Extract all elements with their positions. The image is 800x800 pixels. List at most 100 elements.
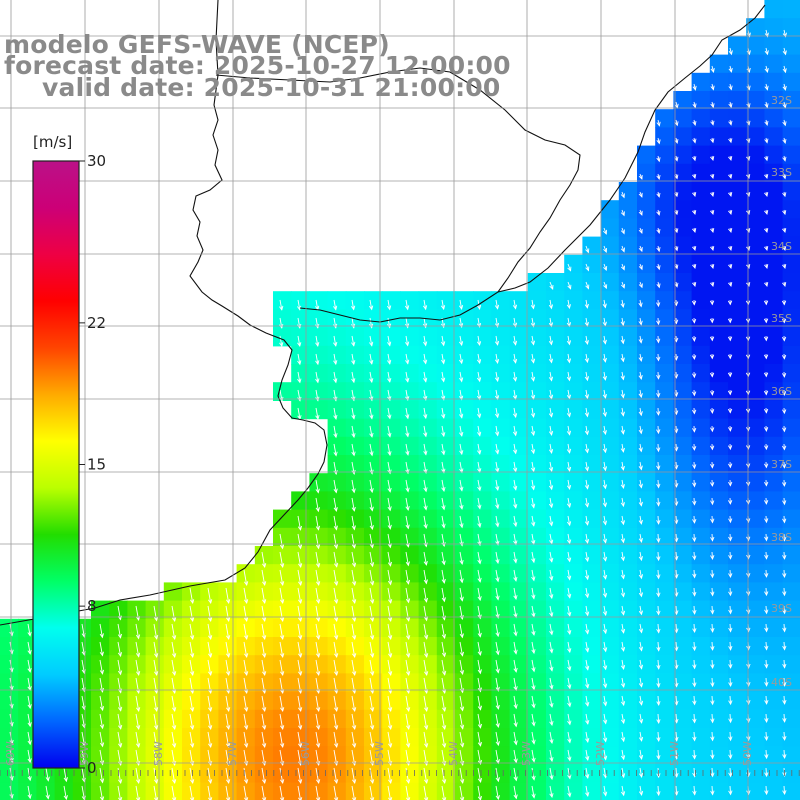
arrow-shaft bbox=[531, 371, 535, 381]
field-cell bbox=[509, 509, 529, 529]
arrow-head bbox=[602, 484, 608, 490]
arrow-shaft bbox=[369, 659, 374, 676]
arrow-head bbox=[746, 627, 751, 633]
field-cell bbox=[327, 364, 347, 383]
arrow-shaft bbox=[603, 443, 606, 453]
field-cell bbox=[709, 309, 729, 329]
wind-arrow bbox=[638, 263, 643, 271]
field-cell bbox=[436, 691, 456, 711]
field-cell bbox=[746, 691, 765, 711]
field-cell bbox=[746, 400, 765, 420]
arrow-shaft bbox=[495, 605, 499, 618]
field-cell bbox=[36, 782, 56, 800]
field-cell bbox=[400, 709, 420, 729]
arrow-shaft bbox=[315, 371, 319, 383]
arrow-shaft bbox=[315, 533, 320, 549]
arrow-head bbox=[782, 500, 787, 506]
field-cell bbox=[782, 582, 800, 602]
arrow-head bbox=[424, 671, 429, 677]
arrow-shaft bbox=[369, 551, 374, 567]
arrow-shaft bbox=[351, 569, 356, 586]
arrow-head bbox=[763, 336, 769, 342]
wind-arrow bbox=[656, 713, 661, 725]
wind-arrow bbox=[567, 587, 572, 599]
wind-arrow bbox=[548, 299, 554, 310]
wind-arrow bbox=[117, 641, 123, 658]
arrow-shaft bbox=[189, 605, 194, 622]
field-cell bbox=[273, 509, 292, 529]
field-cell bbox=[327, 473, 347, 492]
wind-arrow bbox=[405, 623, 411, 641]
wind-arrow bbox=[405, 497, 410, 512]
wind-arrow bbox=[728, 641, 733, 651]
arrow-head bbox=[656, 302, 661, 308]
wind-arrow bbox=[656, 371, 661, 380]
wind-arrow bbox=[710, 137, 715, 144]
wind-arrow bbox=[710, 191, 715, 198]
wind-arrow bbox=[315, 515, 321, 531]
wind-arrow bbox=[728, 443, 733, 451]
arrow-head bbox=[674, 264, 679, 270]
wind-arrow bbox=[692, 245, 697, 252]
arrow-head bbox=[531, 685, 536, 691]
arrow-shaft bbox=[225, 713, 230, 730]
arrow-shaft bbox=[387, 335, 391, 346]
arrow-head bbox=[764, 85, 769, 91]
field-cell bbox=[254, 637, 274, 656]
field-cell bbox=[673, 145, 693, 165]
arrow-head bbox=[208, 725, 213, 731]
field-cell bbox=[273, 582, 292, 602]
arrow-head bbox=[728, 138, 733, 144]
wind-arrow bbox=[728, 569, 733, 579]
arrow-head bbox=[781, 318, 787, 324]
field-cell bbox=[364, 782, 383, 800]
arrow-head bbox=[442, 725, 447, 731]
field-cell bbox=[436, 345, 456, 365]
arrow-head bbox=[477, 413, 482, 419]
arrow-shaft bbox=[387, 605, 392, 622]
arrow-head bbox=[782, 681, 787, 687]
field-cell bbox=[364, 345, 383, 365]
arrow-head bbox=[549, 594, 554, 600]
arrow-shaft bbox=[531, 479, 535, 490]
arrow-head bbox=[566, 521, 572, 527]
field-cell bbox=[655, 673, 674, 693]
field-cell bbox=[0, 728, 19, 747]
wind-arrow bbox=[549, 641, 554, 654]
field-cell bbox=[345, 546, 365, 565]
arrow-shaft bbox=[549, 623, 553, 635]
arrow-head bbox=[656, 265, 661, 271]
arrow-head bbox=[764, 68, 769, 74]
arrow-head bbox=[387, 561, 393, 567]
arrow-head bbox=[495, 504, 500, 510]
arrow-head bbox=[423, 579, 428, 585]
longitude-label: 54W bbox=[447, 741, 460, 766]
arrow-head bbox=[405, 487, 410, 493]
field-cell bbox=[782, 309, 800, 329]
field-cell bbox=[455, 618, 474, 638]
wind-arrow bbox=[351, 407, 356, 420]
arrow-shaft bbox=[315, 479, 319, 493]
arrow-shaft bbox=[459, 713, 464, 729]
field-cell bbox=[637, 673, 656, 693]
wind-arrow bbox=[495, 479, 500, 492]
arrow-shaft bbox=[675, 479, 677, 487]
wind-arrow bbox=[458, 353, 464, 365]
field-cell bbox=[546, 691, 565, 711]
field-cell bbox=[637, 218, 656, 238]
field-cell bbox=[436, 509, 456, 529]
wind-arrow bbox=[297, 299, 302, 311]
arrow-shaft bbox=[477, 425, 481, 436]
wind-arrow bbox=[476, 335, 482, 347]
wind-arrow bbox=[674, 263, 679, 270]
arrow-shaft bbox=[333, 659, 338, 676]
arrow-head bbox=[638, 374, 643, 381]
arrow-shaft bbox=[387, 389, 391, 401]
wind-arrow bbox=[333, 533, 339, 550]
arrow-head bbox=[764, 210, 769, 216]
field-cell bbox=[473, 364, 492, 383]
arrow-head bbox=[656, 192, 661, 198]
arrow-head bbox=[315, 544, 321, 550]
arrow-shaft bbox=[513, 479, 517, 490]
arrow-head bbox=[728, 518, 733, 524]
